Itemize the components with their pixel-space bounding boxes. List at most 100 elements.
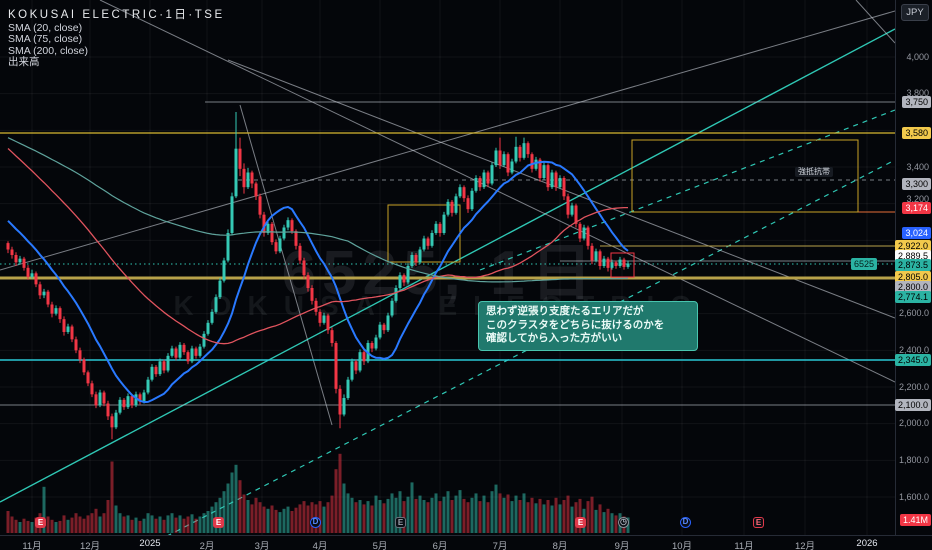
volume-bar (446, 491, 450, 533)
time-label: 8月 (552, 541, 568, 550)
candle-body (246, 172, 250, 188)
price-tick: 1,800.0 (898, 455, 929, 465)
candle-body (314, 300, 318, 312)
time-axis[interactable]: 11月 12月 2025 2月 3月 4月 5月 6月 7月 8月 9月 10月 11月 12月 2026 (0, 535, 932, 550)
volume-bar (118, 513, 122, 533)
volume-bar (166, 515, 170, 533)
candle-body (170, 348, 174, 356)
candle-body (454, 196, 458, 213)
volume-bar (222, 491, 226, 533)
candle-body (554, 172, 558, 188)
volume-bar (70, 517, 74, 533)
candle-body (522, 143, 526, 158)
event-marker-e-red[interactable]: E (35, 517, 46, 528)
volume-bar (342, 483, 346, 533)
volume-bar (482, 495, 486, 533)
time-label: 5月 (372, 541, 388, 550)
volume-bar (282, 508, 286, 533)
candle-body (566, 196, 570, 215)
volume-bar (602, 512, 606, 533)
volume-bar (286, 506, 290, 533)
volume-bar (150, 515, 154, 533)
candle-body (446, 201, 450, 215)
candle-body (442, 214, 446, 233)
candle-body (150, 366, 154, 380)
candle-body (122, 399, 126, 408)
volume-bar (230, 472, 234, 533)
price-badge: 3,580 (902, 127, 931, 139)
volume-bar (554, 497, 558, 533)
volume-bar (506, 494, 510, 533)
candle-body (162, 361, 166, 371)
annotation-line: 思わず逆張り支度たるエリアだが (486, 305, 644, 317)
volume-bar (318, 501, 322, 533)
volume-bar (558, 504, 562, 533)
annotation-callout[interactable]: 思わず逆張り支度たるエリアだが このクラスタをどちらに抜けるのかを 確認してから入っ… (478, 301, 698, 351)
time-label: 3月 (254, 541, 270, 550)
candle-body (74, 339, 78, 351)
volume-bar (190, 514, 194, 533)
volume-bar (66, 519, 70, 533)
volume-bar (238, 480, 242, 533)
volume-bar (450, 500, 454, 533)
event-marker-clock[interactable]: ◷ (618, 517, 629, 528)
event-marker-e-dark[interactable]: E (395, 517, 406, 528)
event-marker-e-outline[interactable]: E (753, 517, 764, 528)
candle-body (482, 172, 486, 188)
candle-body (146, 379, 150, 393)
volume-bar (542, 504, 546, 533)
event-marker-e-red[interactable]: E (575, 517, 586, 528)
event-marker-d-blue[interactable]: D (310, 517, 321, 528)
resistance-zone-label[interactable]: 強抵抗帯 (795, 167, 833, 177)
trendline[interactable] (239, 104, 333, 426)
time-label: 10月 (671, 541, 693, 550)
rectangle-drawing[interactable] (631, 139, 859, 213)
trendline[interactable] (855, 0, 895, 44)
chart-canvas[interactable]: 6525, 1日 KOKUSAI ELECTRIC KOKUSAI ELECTR… (0, 0, 895, 535)
trendline[interactable] (227, 59, 895, 319)
currency-button[interactable]: JPY (901, 4, 929, 21)
candle-body (334, 342, 338, 389)
candle-body (614, 262, 618, 266)
candle-body (426, 238, 430, 246)
candle-body (394, 287, 398, 301)
chart-plot[interactable] (0, 0, 895, 535)
legend-row[interactable]: 出来高 (8, 56, 40, 68)
trendline[interactable] (0, 10, 895, 271)
candle-body (210, 311, 214, 323)
candle-body (602, 258, 606, 266)
volume-bar (154, 518, 158, 533)
volume-bar (434, 493, 438, 533)
volume-bar (138, 520, 142, 533)
legend-row[interactable]: SMA (20, close) (8, 21, 83, 34)
event-marker-d-blue[interactable]: D (680, 517, 691, 528)
candle-body (474, 177, 478, 191)
candle-body (142, 392, 146, 402)
symbol-title[interactable]: KOKUSAI ELECTRIC·1日·TSE (8, 9, 225, 21)
candle-body (622, 259, 626, 267)
volume-bar (338, 453, 342, 533)
price-axis[interactable]: 4,000 3,800 3,400 3,200 2,600.0 2,400.0 2,200.… (894, 0, 932, 535)
volume-bar (178, 515, 182, 533)
candle-body (206, 322, 210, 334)
candle-body (590, 245, 594, 261)
candle-body (342, 397, 346, 415)
trendline[interactable] (0, 28, 895, 503)
trendline[interactable] (479, 109, 895, 271)
volume-bar (386, 498, 390, 533)
candle-body (502, 154, 506, 166)
candle-body (450, 201, 454, 213)
volume-bar (538, 498, 542, 533)
volume-bar (26, 520, 30, 533)
candle-body (598, 251, 602, 266)
event-marker-e-red[interactable]: E (213, 517, 224, 528)
legend-row[interactable]: SMA (75, close) (8, 33, 83, 45)
volume-bar (390, 493, 394, 533)
trendline[interactable] (140, 159, 895, 535)
volume-bar (374, 495, 378, 533)
legend-row[interactable]: SMA (200, close) (8, 44, 88, 57)
candle-body (390, 300, 394, 316)
candle-body (574, 205, 578, 224)
candle-body (618, 259, 622, 266)
